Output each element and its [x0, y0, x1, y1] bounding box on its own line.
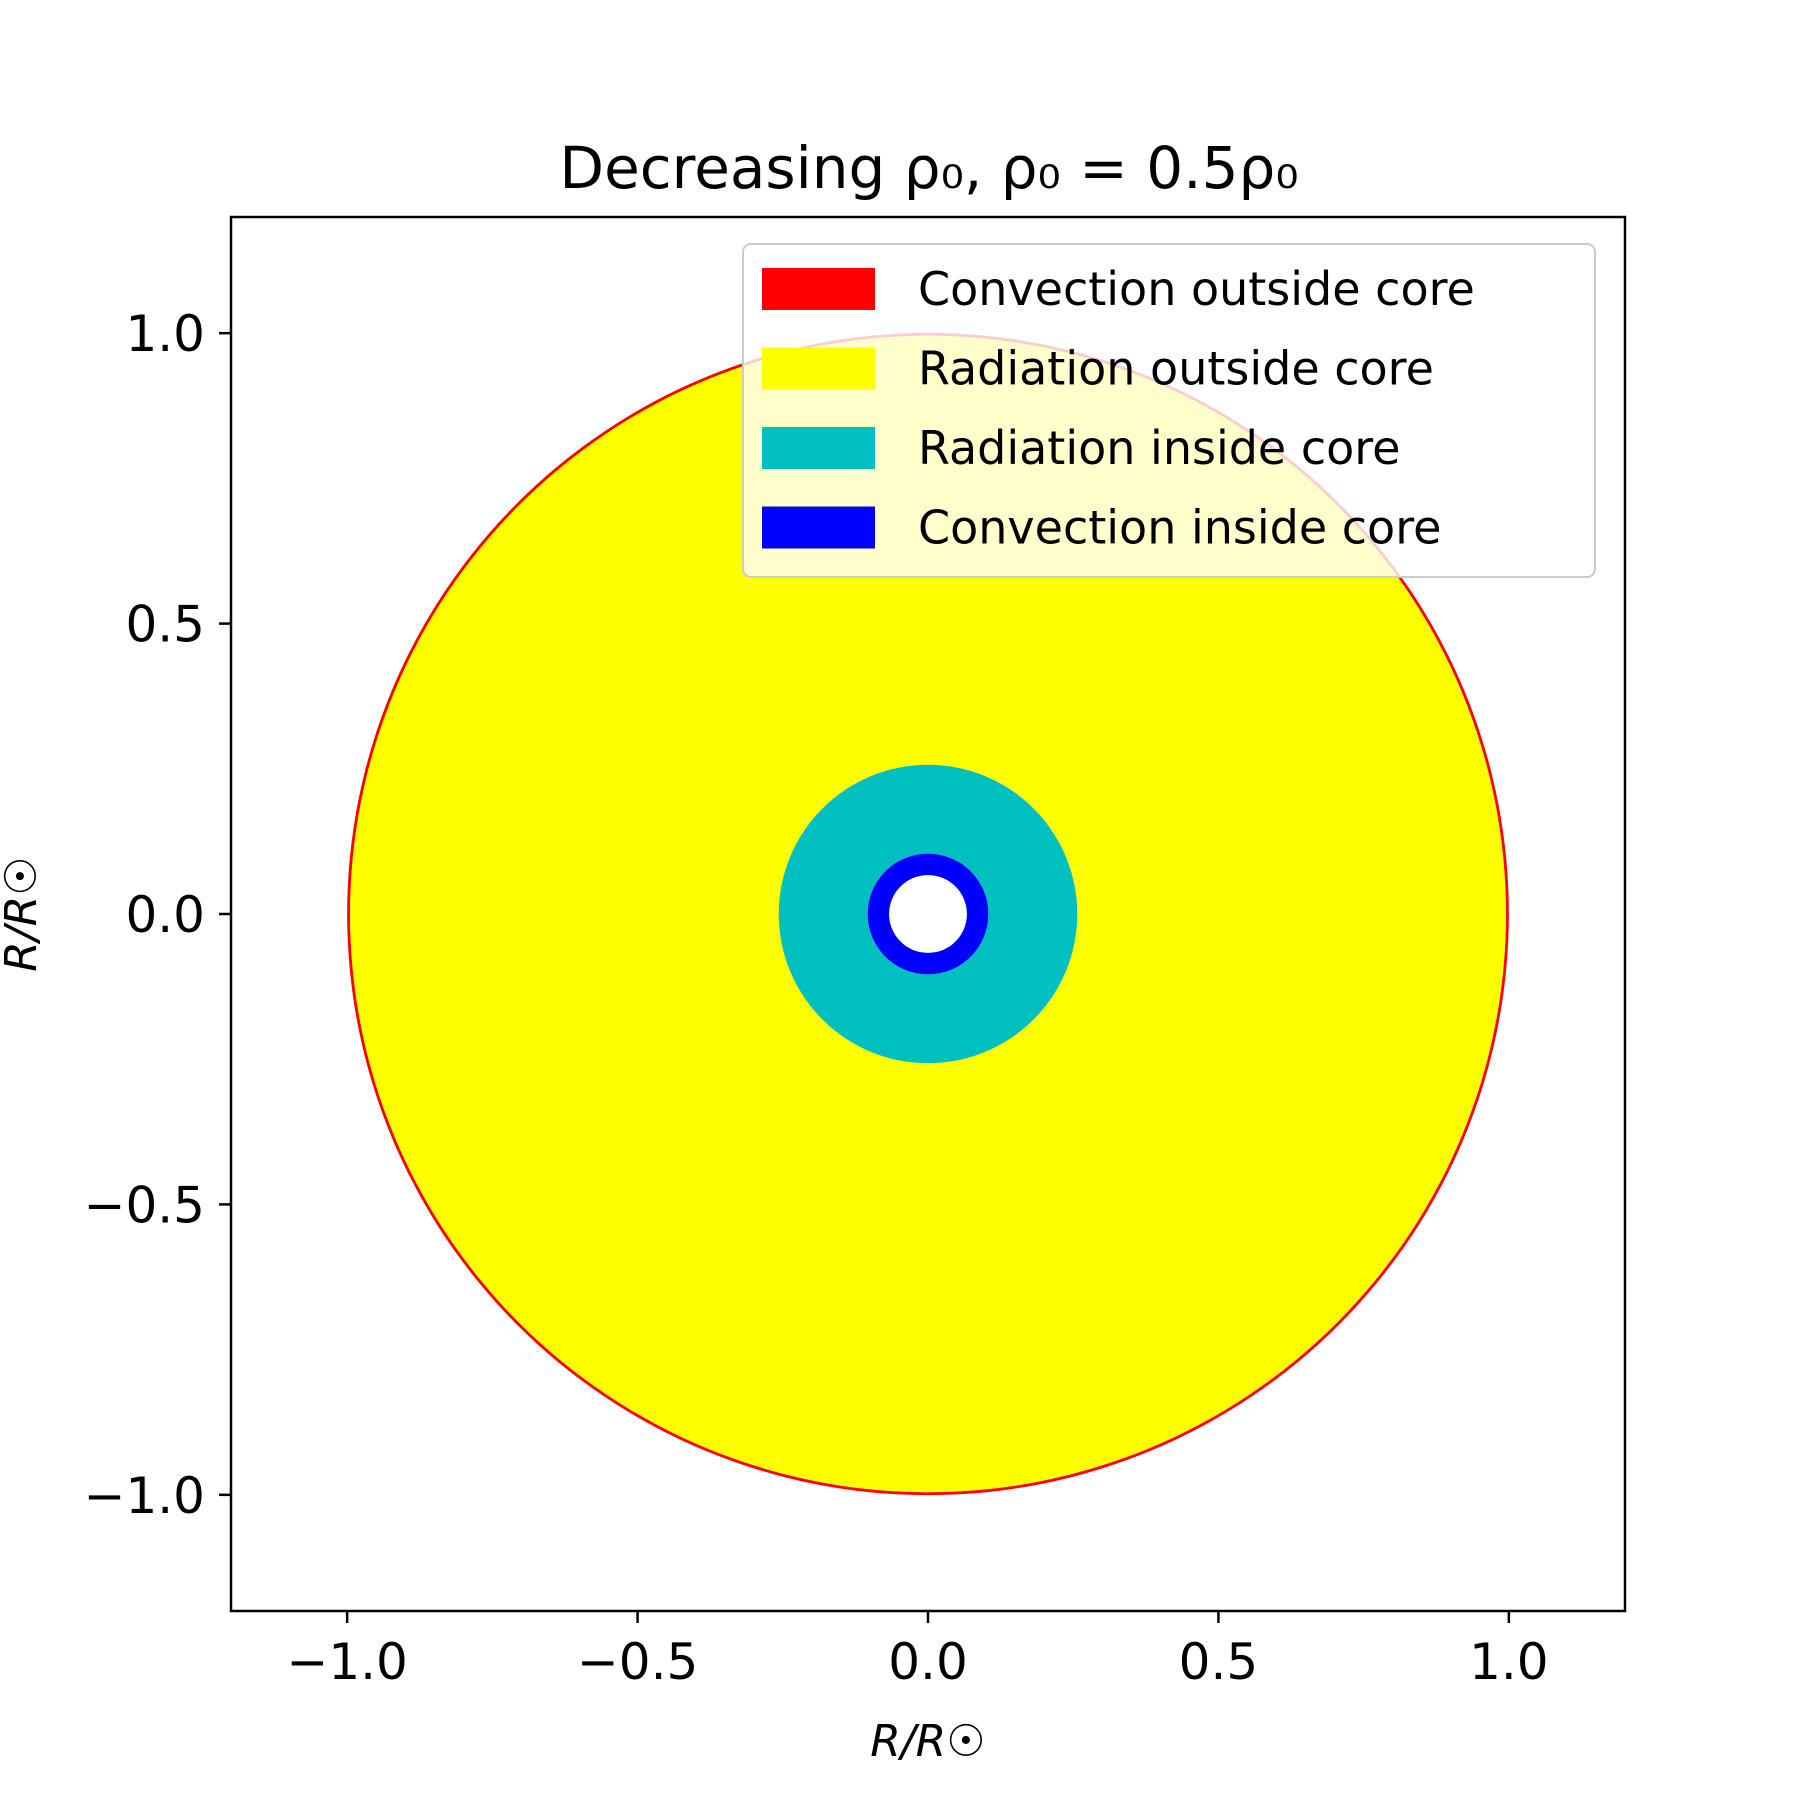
ticks-layer: −1.0 −0.5 0.0 0.5 1.0 −1.0 −0.5 0.0 0.5 1.0	[84, 305, 1549, 1691]
legend-frame	[742, 243, 1596, 578]
x-tick-label: −1.0	[286, 1633, 407, 1691]
y-tick-label: 1.0	[125, 305, 205, 363]
x-tick-label: −0.5	[577, 1633, 698, 1691]
legend-label: Radiation inside core	[918, 421, 1400, 475]
legend-label: Convection inside core	[918, 501, 1441, 555]
x-tick-label: 1.0	[1469, 1633, 1549, 1691]
legend-swatch	[762, 347, 875, 390]
x-tick-label: 0.5	[1179, 1633, 1259, 1691]
chart-title: Decreasing ρ₀, ρ₀ = 0.5ρ₀	[559, 134, 1298, 202]
x-axis-label: R/R☉	[870, 1716, 985, 1767]
y-axis-label: R/R☉	[0, 856, 47, 971]
shell-radiation-inside-core	[778, 764, 1078, 1064]
shell-convection-inside-core	[867, 853, 989, 975]
y-tick-label: 0.5	[125, 596, 205, 654]
legend-swatch	[762, 427, 875, 469]
y-tick-label: −0.5	[84, 1176, 205, 1234]
y-tick-label: −1.0	[84, 1467, 205, 1525]
legend-label: Radiation outside core	[918, 342, 1434, 396]
legend-swatch	[762, 506, 875, 549]
shells-layer	[347, 332, 1509, 1496]
y-tick-label: 0.0	[125, 886, 205, 944]
shell-radiation-outside-core	[350, 335, 1506, 1493]
legend-swatch	[762, 268, 875, 310]
legend-label: Convection outside core	[918, 262, 1475, 316]
x-tick-label: 0.0	[888, 1633, 968, 1691]
legend: Convection outside core Radiation outside…	[742, 243, 1596, 578]
